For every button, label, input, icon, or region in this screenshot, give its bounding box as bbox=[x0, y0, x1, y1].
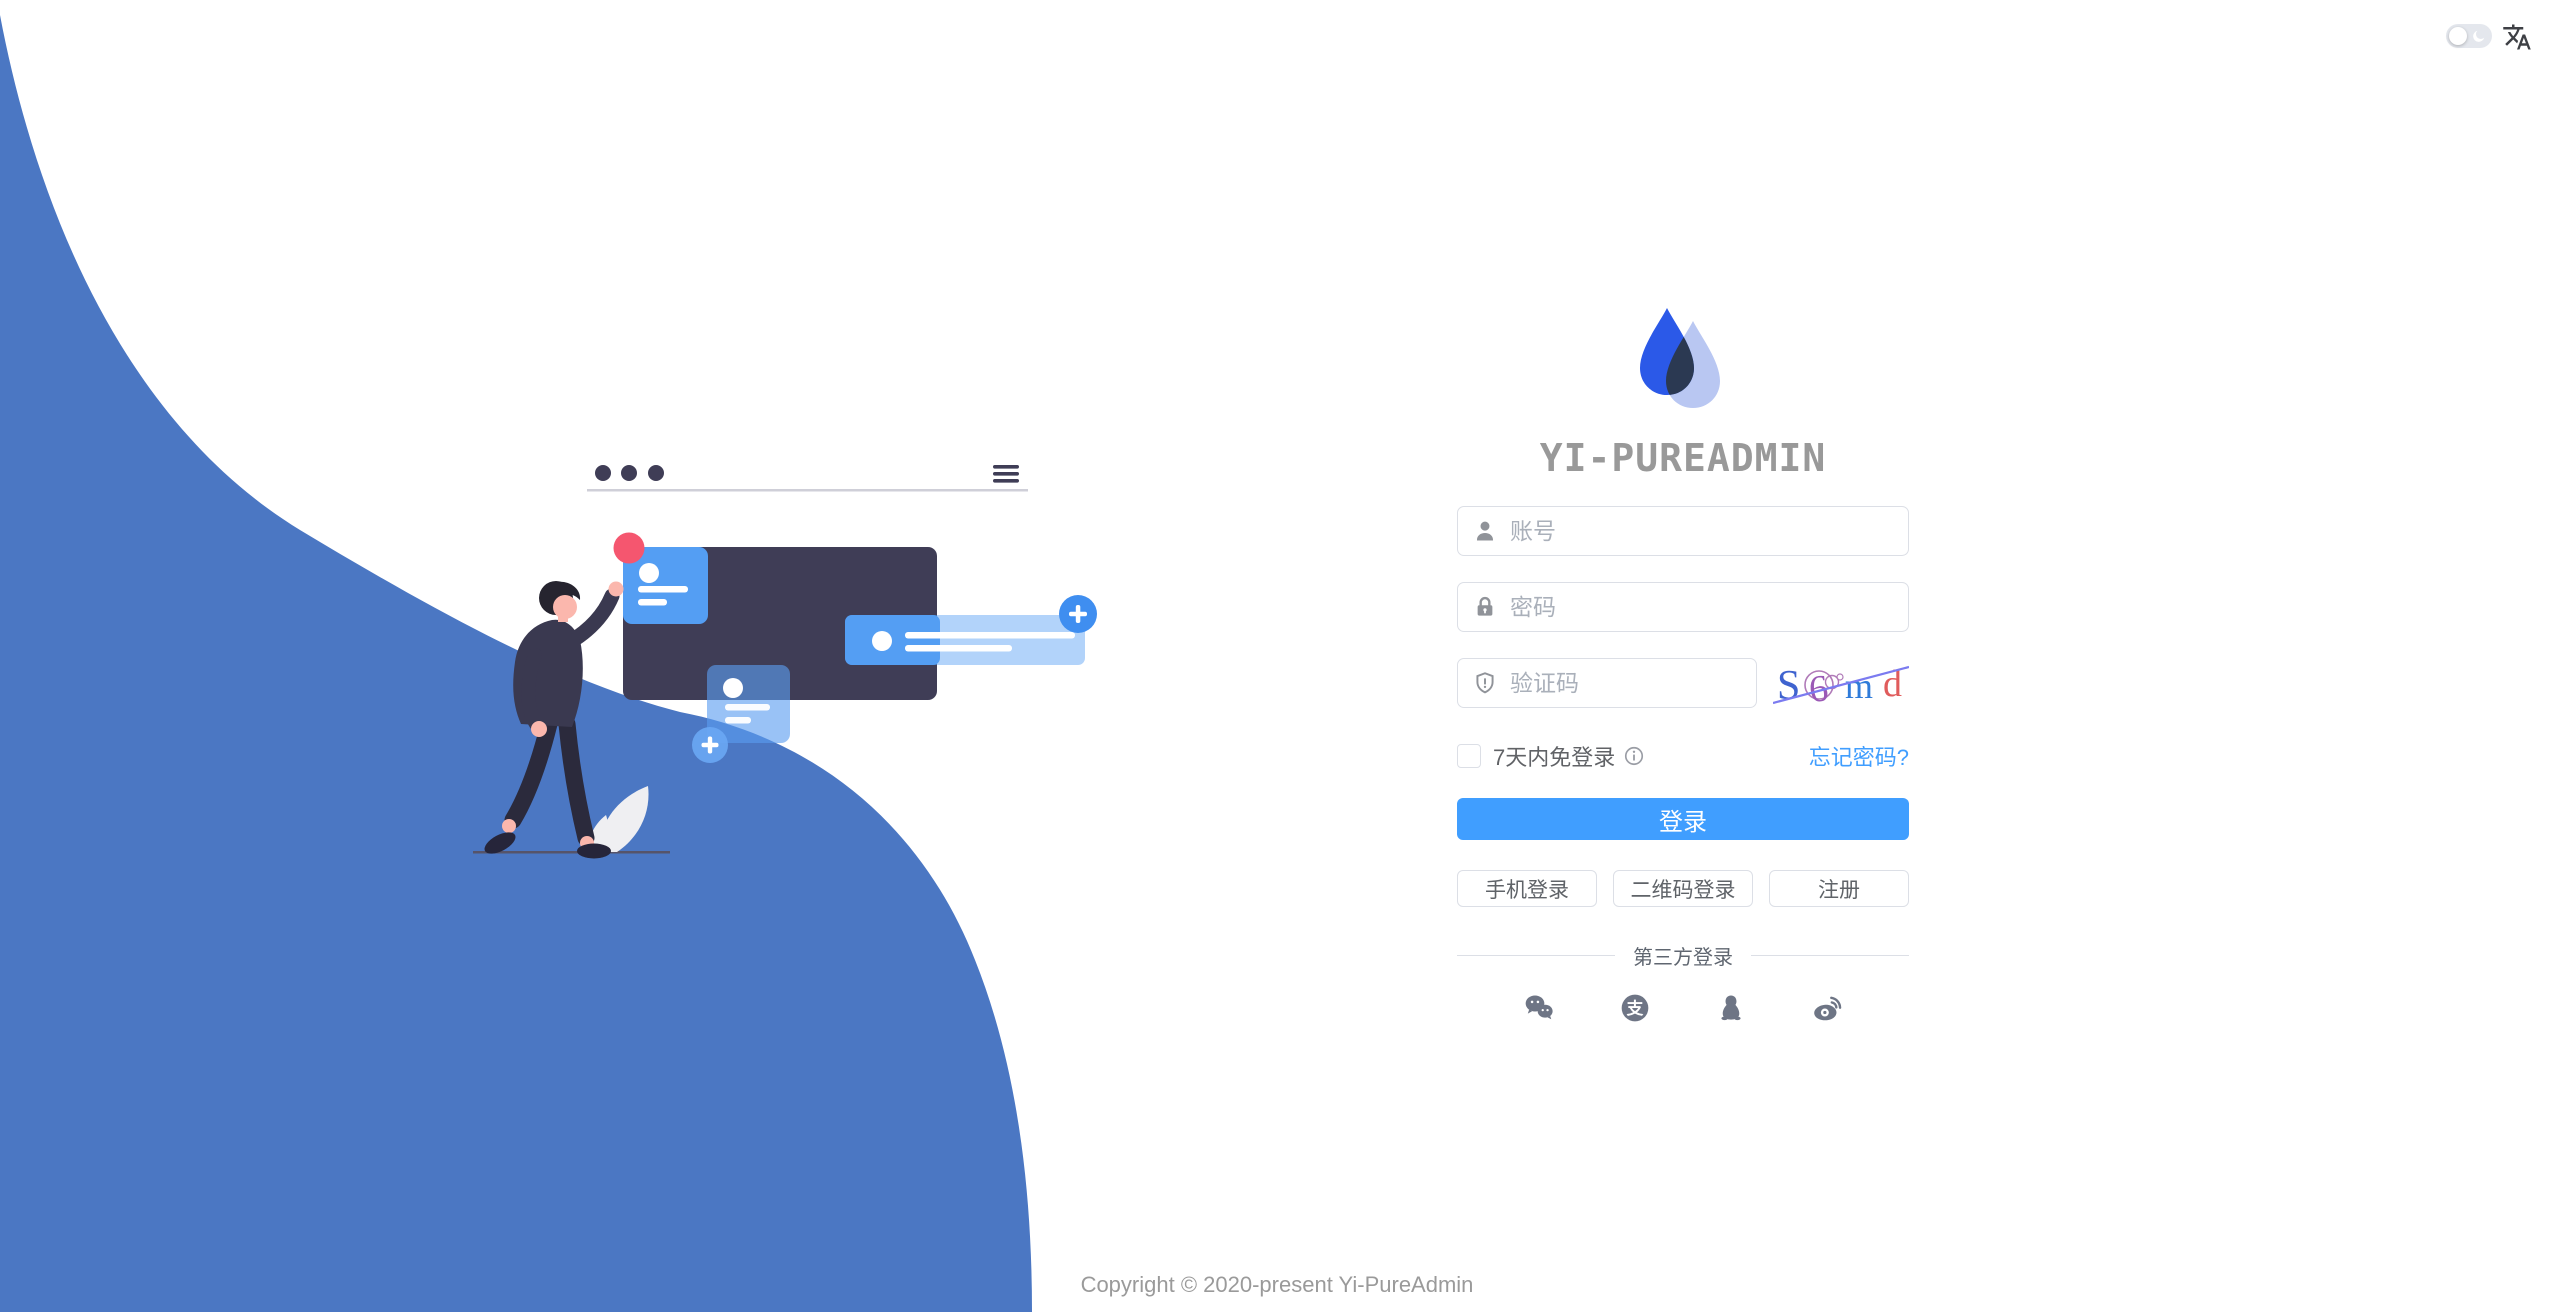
captcha-field-wrap bbox=[1457, 658, 1757, 708]
svg-text:支: 支 bbox=[1627, 998, 1644, 1018]
qq-icon[interactable] bbox=[1715, 992, 1747, 1024]
plus-badge bbox=[1059, 595, 1097, 633]
illustration bbox=[473, 465, 1097, 859]
wechat-icon[interactable] bbox=[1523, 992, 1555, 1024]
plus-badge bbox=[692, 727, 728, 763]
profile-card-translucent bbox=[692, 665, 790, 763]
qrcode-login-button[interactable]: 二维码登录 bbox=[1613, 870, 1753, 907]
divider-line bbox=[1457, 954, 1615, 957]
captcha-image[interactable]: S 6 m d bbox=[1773, 658, 1909, 708]
water-drop-logo bbox=[1457, 306, 1909, 410]
moon-icon bbox=[2473, 30, 2485, 42]
translate-icon[interactable] bbox=[2502, 22, 2532, 52]
hamburger-icon bbox=[993, 465, 1019, 483]
person bbox=[484, 581, 624, 859]
toggle-knob bbox=[2449, 27, 2467, 45]
captcha-row: S 6 m d bbox=[1457, 658, 1909, 708]
forgot-password-link[interactable]: 忘记密码? bbox=[1808, 745, 1909, 770]
profile-card bbox=[623, 547, 708, 624]
username-input[interactable] bbox=[1457, 506, 1909, 556]
window-dot bbox=[621, 465, 637, 481]
shield-icon bbox=[1476, 672, 1494, 694]
remember-row: 7天内免登录 忘记密码? bbox=[1457, 740, 1909, 772]
password-field-wrap bbox=[1457, 582, 1909, 632]
dark-mode-toggle[interactable] bbox=[2446, 24, 2492, 48]
remember-checkbox-group[interactable]: 7天内免登录 bbox=[1457, 740, 1645, 772]
lock-icon bbox=[1477, 596, 1493, 616]
svg-text:m: m bbox=[1845, 666, 1873, 706]
svg-text:6: 6 bbox=[1807, 667, 1830, 708]
info-icon bbox=[1625, 746, 1644, 766]
ground-line bbox=[473, 851, 670, 854]
social-login-row: 支 bbox=[1457, 992, 1909, 1024]
window-dot bbox=[595, 465, 611, 481]
user-icon bbox=[1476, 521, 1494, 541]
login-panel: YI-PUREADMIN bbox=[1457, 306, 1909, 1024]
leaf bbox=[589, 786, 649, 852]
third-party-divider: 第三方登录 bbox=[1457, 941, 1909, 970]
topbar-line bbox=[587, 489, 1028, 492]
alipay-icon[interactable]: 支 bbox=[1619, 992, 1651, 1024]
remember-label: 7天内免登录 bbox=[1493, 745, 1616, 770]
username-field-wrap bbox=[1457, 506, 1909, 556]
red-dot bbox=[613, 532, 645, 564]
copyright: Copyright © 2020-present Yi-PureAdmin bbox=[1080, 1272, 1474, 1297]
weibo-icon[interactable] bbox=[1811, 992, 1843, 1024]
list-item-card bbox=[845, 595, 1097, 665]
login-button[interactable]: 登录 bbox=[1457, 798, 1909, 840]
window-dot bbox=[648, 465, 664, 481]
alt-login-row: 手机登录 二维码登录 注册 bbox=[1457, 870, 1909, 907]
divider-line bbox=[1751, 954, 1909, 957]
captcha-input[interactable] bbox=[1457, 658, 1757, 708]
password-input[interactable] bbox=[1457, 582, 1909, 632]
register-button[interactable]: 注册 bbox=[1769, 870, 1909, 907]
browser-window bbox=[623, 547, 937, 700]
brand-title: YI-PUREADMIN bbox=[1539, 436, 1827, 480]
phone-login-button[interactable]: 手机登录 bbox=[1457, 870, 1597, 907]
divider-label: 第三方登录 bbox=[1633, 947, 1733, 969]
remember-checkbox[interactable] bbox=[1457, 744, 1481, 768]
